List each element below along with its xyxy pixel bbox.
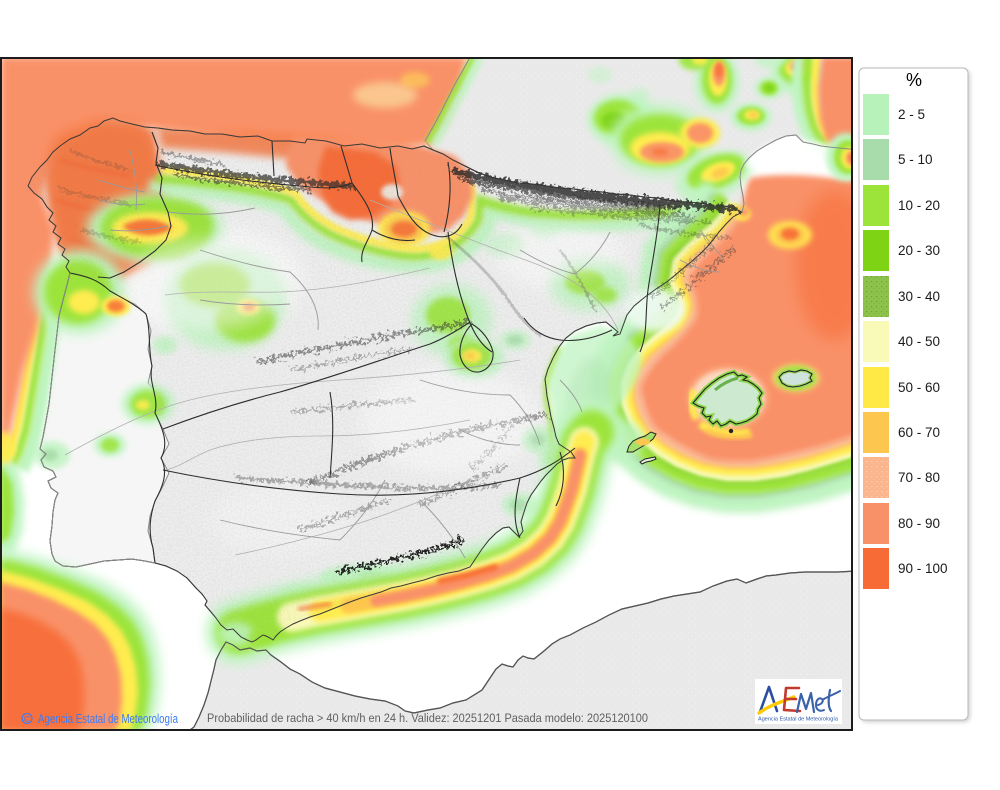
svg-text:C: C	[24, 714, 30, 724]
svg-text:10 - 20: 10 - 20	[898, 198, 940, 213]
svg-text:Agencia Estatal de Meteorologí: Agencia Estatal de Meteorología	[38, 712, 178, 726]
svg-text:%: %	[906, 70, 922, 90]
svg-text:70 - 80: 70 - 80	[898, 470, 940, 485]
svg-text:90 - 100: 90 - 100	[898, 561, 948, 576]
svg-text:Agencia Estatal de Meteorologí: Agencia Estatal de Meteorología	[758, 717, 838, 723]
svg-text:30 - 40: 30 - 40	[898, 289, 940, 304]
svg-text:Probabilidad de racha > 40 km/: Probabilidad de racha > 40 km/h en 24 h.…	[207, 711, 648, 725]
svg-text:50 - 60: 50 - 60	[898, 380, 940, 395]
svg-text:40 - 50: 40 - 50	[898, 334, 940, 349]
svg-text:80 - 90: 80 - 90	[898, 516, 940, 531]
svg-text:5 - 10: 5 - 10	[898, 152, 933, 167]
svg-text:60 - 70: 60 - 70	[898, 425, 940, 440]
svg-text:2 - 5: 2 - 5	[898, 107, 925, 122]
svg-text:20 - 30: 20 - 30	[898, 243, 940, 258]
